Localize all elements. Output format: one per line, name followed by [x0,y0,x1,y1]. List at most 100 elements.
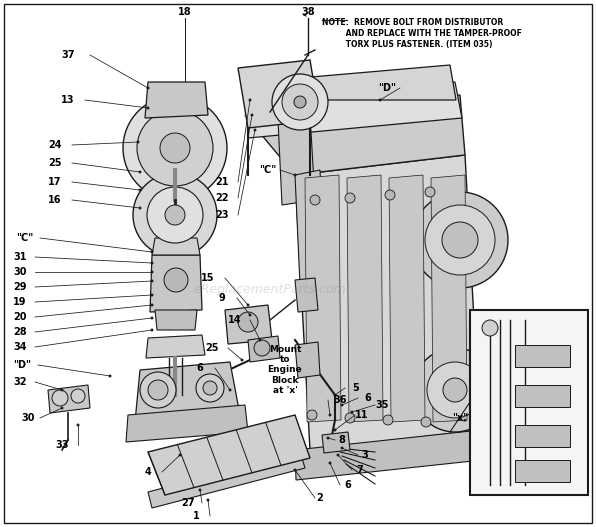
Text: 30: 30 [13,267,27,277]
Circle shape [294,96,306,108]
Text: 37: 37 [61,50,74,60]
Polygon shape [389,175,425,422]
Text: 38: 38 [301,7,315,17]
Circle shape [203,381,217,395]
Circle shape [229,389,231,391]
Circle shape [151,262,153,264]
Circle shape [137,110,213,186]
Circle shape [52,390,68,406]
Polygon shape [155,310,197,330]
Circle shape [238,312,258,332]
Circle shape [425,205,495,275]
Bar [515,460,570,482]
Circle shape [151,280,153,282]
Circle shape [123,96,227,200]
Circle shape [207,499,209,501]
Circle shape [412,192,508,288]
Circle shape [139,189,141,191]
Circle shape [385,190,395,200]
Circle shape [294,174,296,176]
Circle shape [139,207,141,209]
Polygon shape [347,175,383,422]
Polygon shape [135,362,240,422]
Polygon shape [295,155,480,450]
Polygon shape [148,415,310,495]
Text: Mount
to
Engine
Block
at 'x': Mount to Engine Block at 'x' [268,345,302,395]
Text: 24: 24 [48,140,62,150]
Polygon shape [250,65,456,100]
Circle shape [139,171,141,173]
Polygon shape [248,336,280,362]
Text: "x": "x" [452,413,468,423]
Text: "D": "D" [378,83,396,93]
Polygon shape [295,170,325,285]
Polygon shape [245,95,465,175]
Circle shape [164,268,188,292]
Text: 11: 11 [355,410,369,420]
Bar [515,425,570,447]
Circle shape [334,394,336,396]
Text: 21: 21 [215,177,229,187]
Text: 14: 14 [228,315,242,325]
Text: 23: 23 [215,210,229,220]
Polygon shape [322,432,350,453]
Text: "D": "D" [13,360,31,370]
Text: 34: 34 [13,342,27,352]
Text: 20: 20 [13,312,27,322]
Circle shape [327,437,329,439]
Circle shape [282,84,318,120]
Circle shape [71,389,85,403]
Text: 35: 35 [375,400,389,410]
Text: eReplacementParts.com: eReplacementParts.com [194,284,346,297]
Text: 5: 5 [353,383,359,393]
Polygon shape [48,385,90,413]
Text: 25: 25 [205,343,219,353]
Polygon shape [305,175,341,422]
Circle shape [251,114,253,116]
Circle shape [148,380,168,400]
Text: 31: 31 [13,252,27,262]
Polygon shape [248,82,462,138]
Text: 30: 30 [21,413,35,423]
Circle shape [147,187,203,243]
Text: 27: 27 [181,498,195,508]
Polygon shape [238,60,320,128]
Circle shape [307,410,317,420]
Text: 36: 36 [333,395,347,405]
Circle shape [310,195,320,205]
Text: "C": "C" [16,233,33,243]
Text: 2: 2 [316,493,324,503]
Bar [470,310,588,495]
Text: 13: 13 [61,95,74,105]
Circle shape [482,320,498,336]
Text: NOTE:  REMOVE BOLT FROM DISTRIBUTOR: NOTE: REMOVE BOLT FROM DISTRIBUTOR [322,18,503,27]
Circle shape [179,454,181,456]
Circle shape [241,359,243,361]
Circle shape [254,129,256,131]
Circle shape [334,429,336,431]
Circle shape [61,407,63,409]
Circle shape [383,415,393,425]
Circle shape [249,99,251,101]
Text: 17: 17 [48,177,62,187]
Circle shape [249,314,251,316]
Polygon shape [295,430,482,480]
Bar [515,385,570,407]
Circle shape [151,304,153,306]
Circle shape [345,193,355,203]
Circle shape [442,222,478,258]
Polygon shape [225,305,272,344]
Circle shape [247,304,249,306]
Text: 29: 29 [13,282,27,292]
Circle shape [151,271,153,273]
Circle shape [413,348,497,432]
Circle shape [443,378,467,402]
Circle shape [341,447,343,449]
Polygon shape [146,335,205,358]
Circle shape [341,404,343,406]
Circle shape [337,454,339,456]
Circle shape [421,417,431,427]
Circle shape [272,74,328,130]
Circle shape [61,389,63,391]
Text: 18: 18 [178,7,192,17]
